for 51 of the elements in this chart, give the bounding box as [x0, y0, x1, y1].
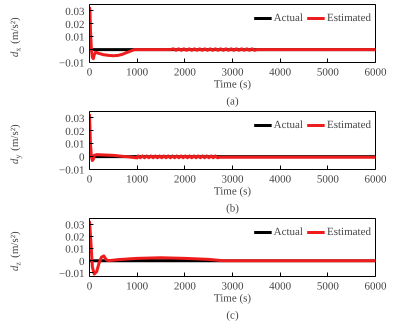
y-tick-label: 0.03 [65, 112, 85, 125]
y-tick-label: 0 [79, 152, 85, 164]
text: (a) [226, 96, 239, 108]
legend-label: Actual [274, 119, 303, 131]
x-tick-label: 0 [86, 66, 93, 78]
x-tick-label: 4000 [269, 66, 292, 78]
y-tick-label: 0.03 [65, 6, 85, 18]
y-tick-label: 0.02 [65, 126, 84, 138]
legend-label: Estimated [327, 226, 371, 238]
x-tick-label: 3000 [222, 66, 244, 78]
x-tick-label: 6000 [364, 280, 387, 292]
x-tick-label: 2000 [174, 174, 196, 186]
x-tick-label: 5000 [316, 66, 340, 78]
y-tick-label: 0 [79, 256, 85, 268]
y-tick-label: −0.01 [59, 268, 85, 280]
x-axis-title: Time (s) [214, 186, 252, 198]
y-axis-title: dz (m/s²) [8, 230, 22, 272]
y-tick-label: 0 [79, 44, 85, 57]
y-tick-label: 0.03 [65, 220, 85, 232]
y-tick-label: 0.02 [65, 18, 84, 31]
y-tick-label: 0.02 [65, 232, 84, 244]
text: (c) [226, 310, 239, 321]
x-tick-label: 0 [86, 174, 93, 186]
legend-label: Actual [274, 226, 303, 238]
x-tick-label: 6000 [364, 174, 387, 186]
x-tick-label: 6000 [364, 66, 387, 78]
x-axis-title: Time (s) [214, 78, 252, 90]
x-tick-label: 3000 [222, 174, 244, 186]
x-tick-label: 5000 [316, 174, 340, 186]
x-tick-label: 0 [86, 280, 93, 292]
y-tick-label: −0.01 [59, 164, 85, 176]
y-tick-label: −0.01 [59, 58, 85, 70]
y-tick-label: 0.01 [65, 244, 84, 256]
text: (b) [226, 202, 240, 214]
x-tick-label: 3000 [222, 280, 244, 292]
legend-label: Actual [274, 12, 303, 24]
y-tick-label: 0.01 [65, 32, 84, 44]
x-tick-label: 2000 [174, 66, 196, 78]
x-tick-label: 1000 [126, 174, 149, 186]
x-tick-label: 1000 [126, 66, 149, 78]
y-axis-title: dx (m/s²) [8, 16, 22, 58]
y-axis-title: dy (m/s²) [8, 124, 22, 164]
x-tick-label: 5000 [316, 280, 340, 292]
legend-label: Estimated [327, 12, 371, 24]
x-tick-label: 4000 [269, 280, 292, 292]
x-tick-label: 2000 [174, 280, 196, 292]
y-tick-label: 0.01 [65, 138, 84, 151]
x-tick-label: 1000 [126, 280, 149, 292]
x-axis-title: Time (s) [214, 292, 252, 304]
x-tick-label: 4000 [269, 174, 292, 186]
legend-label: Estimated [327, 119, 371, 131]
